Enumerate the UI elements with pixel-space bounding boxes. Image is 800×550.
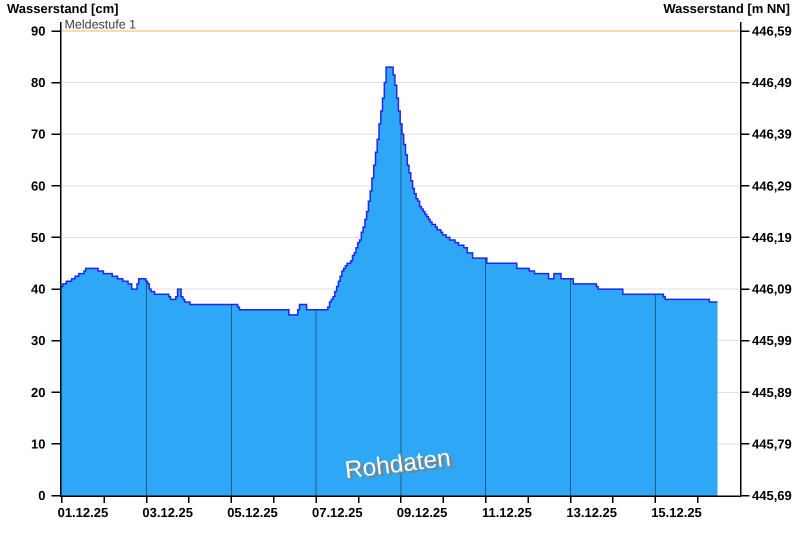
svg-text:445,79: 445,79 — [752, 436, 792, 451]
svg-text:Meldestufe 1: Meldestufe 1 — [65, 18, 137, 32]
svg-text:20: 20 — [31, 385, 45, 400]
svg-text:13.12.25: 13.12.25 — [566, 505, 617, 520]
svg-text:446,59: 446,59 — [752, 24, 792, 39]
svg-text:15.12.25: 15.12.25 — [651, 505, 702, 520]
svg-text:30: 30 — [31, 333, 45, 348]
svg-text:446,19: 446,19 — [752, 230, 792, 245]
svg-text:40: 40 — [31, 282, 45, 297]
svg-text:50: 50 — [31, 230, 45, 245]
svg-text:445,89: 445,89 — [752, 385, 792, 400]
svg-text:07.12.25: 07.12.25 — [312, 505, 363, 520]
svg-text:05.12.25: 05.12.25 — [227, 505, 278, 520]
svg-text:60: 60 — [31, 178, 45, 193]
svg-text:10: 10 — [31, 436, 45, 451]
svg-text:Wasserstand [m NN]: Wasserstand [m NN] — [663, 1, 790, 16]
svg-text:90: 90 — [31, 24, 45, 39]
svg-text:Wasserstand [cm]: Wasserstand [cm] — [7, 1, 119, 16]
svg-text:03.12.25: 03.12.25 — [142, 505, 193, 520]
svg-text:445,69: 445,69 — [752, 488, 792, 503]
svg-text:80: 80 — [31, 75, 45, 90]
svg-text:446,39: 446,39 — [752, 127, 792, 142]
svg-text:11.12.25: 11.12.25 — [482, 505, 532, 520]
svg-text:01.12.25: 01.12.25 — [58, 505, 109, 520]
svg-text:70: 70 — [31, 127, 45, 142]
svg-text:0: 0 — [38, 488, 45, 503]
svg-text:446,09: 446,09 — [752, 282, 792, 297]
svg-text:446,29: 446,29 — [752, 178, 792, 193]
svg-text:445,99: 445,99 — [752, 333, 792, 348]
svg-text:09.12.25: 09.12.25 — [397, 505, 448, 520]
svg-text:446,49: 446,49 — [752, 75, 792, 90]
